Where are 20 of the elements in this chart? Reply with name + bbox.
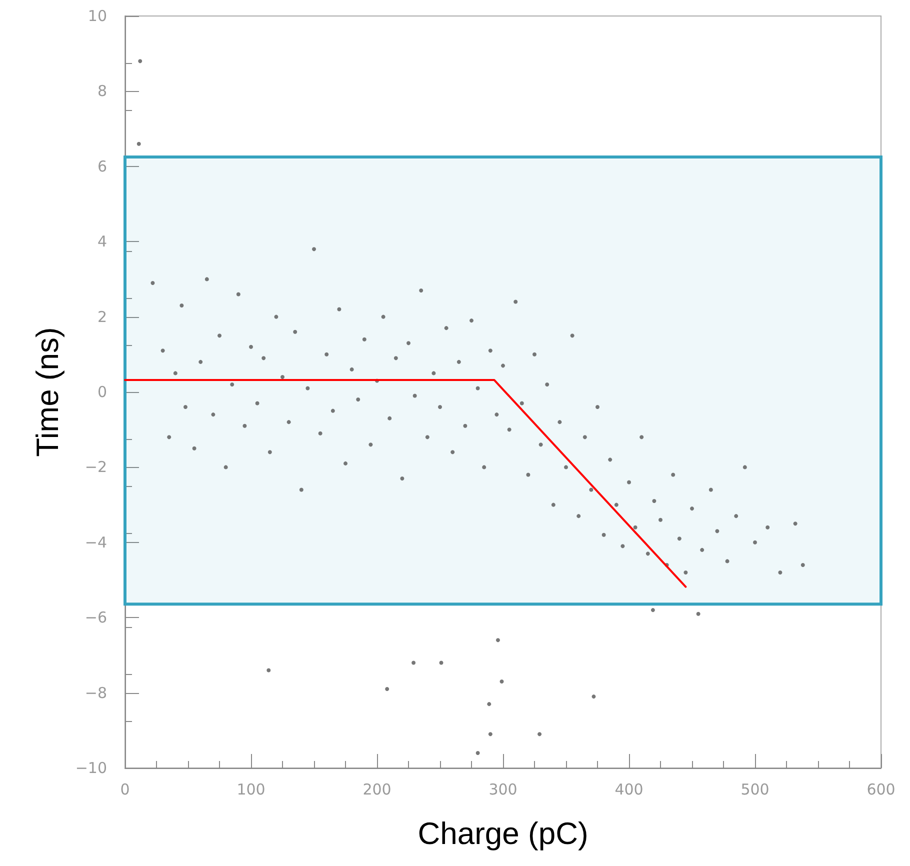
y-tick-label: −10 [75, 759, 107, 777]
y-tick-label: 4 [97, 232, 107, 251]
y-tick-label: −8 [84, 684, 107, 702]
y-tick-label: 8 [97, 82, 107, 100]
y-tick-label: 0 [97, 383, 107, 401]
x-tick-label: 400 [614, 780, 644, 798]
y-tick-label: −2 [84, 458, 107, 476]
x-tick-label: 500 [740, 780, 770, 798]
y-tick-label: 10 [88, 7, 107, 25]
y-tick-label: 6 [97, 157, 107, 176]
x-tick-label: 0 [120, 780, 130, 798]
y-tick-label: −4 [84, 533, 107, 552]
x-tick-label: 600 [866, 780, 896, 798]
y-tick-label: 2 [97, 308, 107, 326]
y-tick-label: −6 [84, 608, 107, 627]
x-axis-title: Charge (pC) [418, 816, 588, 851]
y-axis-title: Time (ns) [30, 327, 65, 457]
x-tick-label: 100 [236, 780, 266, 798]
x-tick-label: 300 [488, 780, 518, 798]
x-tick-label: 200 [362, 780, 392, 798]
